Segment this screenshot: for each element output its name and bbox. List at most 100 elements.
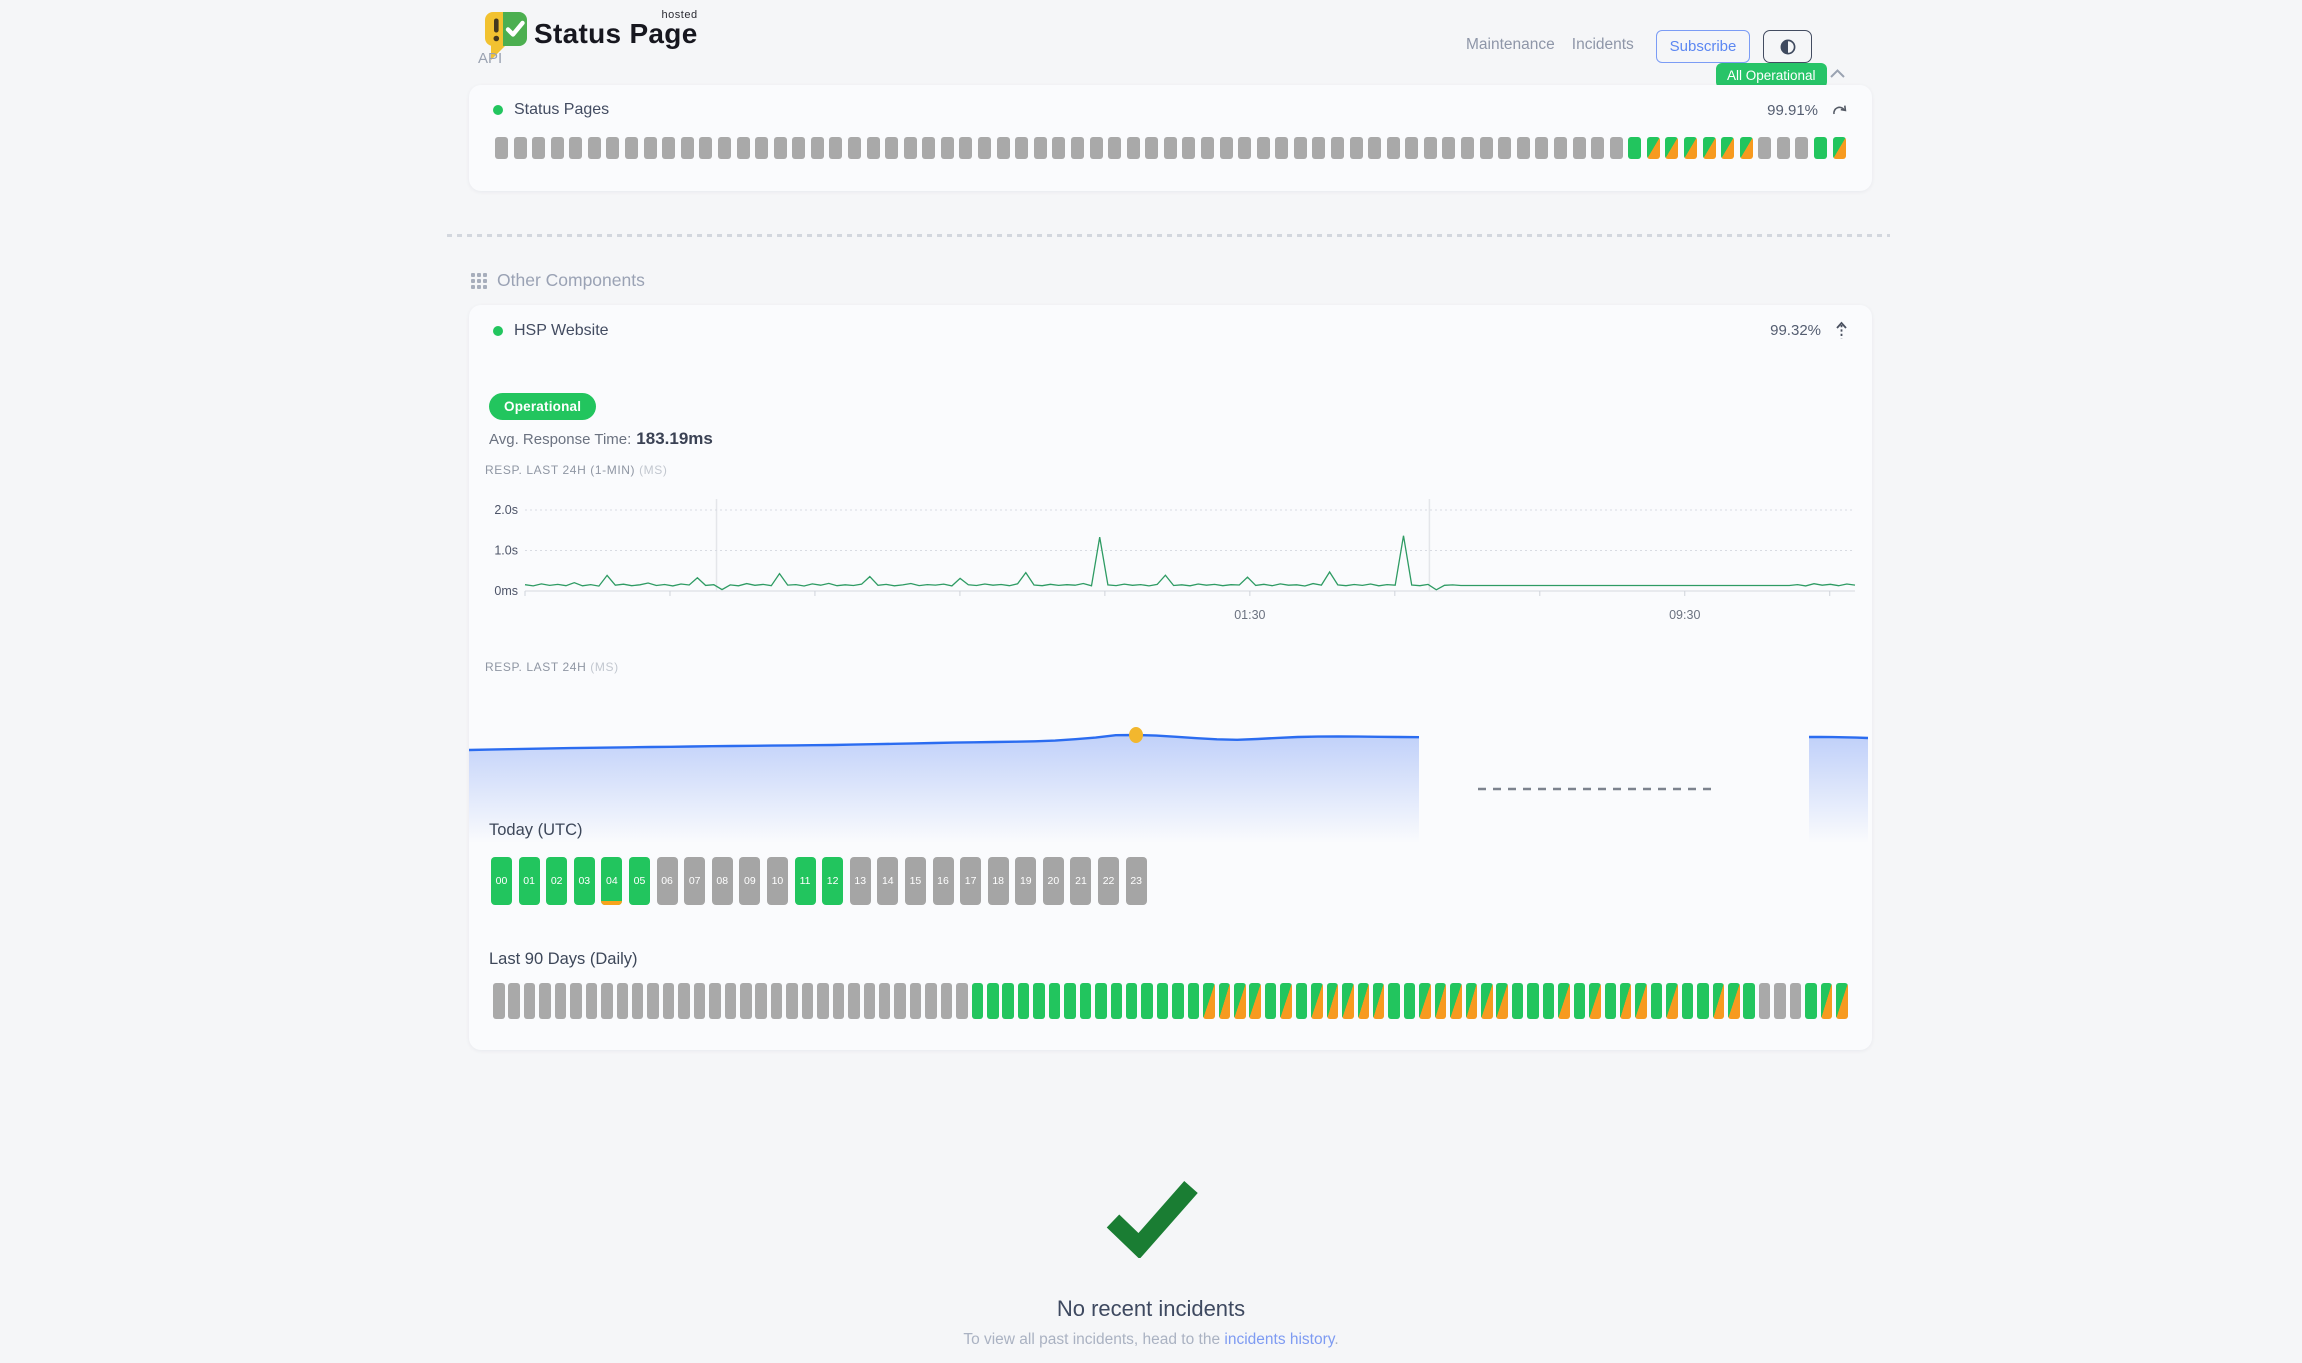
uptime-bar [1609,137,1623,159]
uptime-bar [1535,137,1549,159]
uptime-bar [1619,983,1632,1019]
api-section-title: API [478,50,503,67]
uptime-bar [1203,983,1215,1019]
uptime-bar [539,983,551,1019]
uptime-bar [1589,983,1601,1019]
uptime-percentage: 99.91% [1767,101,1818,119]
subscribe-button[interactable]: Subscribe [1656,30,1750,63]
uptime-bar [1234,983,1246,1019]
uptime-bar [866,137,880,159]
uptime-bar [1481,983,1493,1019]
incidents-history-link[interactable]: incidents history [1224,1331,1335,1348]
contrast-icon [1780,39,1795,54]
uptime-bar [1434,983,1447,1019]
uptime-bar [878,983,891,1019]
brand-logo[interactable]: Status Page hosted [483,9,698,60]
last90-title: Last 90 Days (Daily) [489,950,638,968]
uptime-bar [662,137,676,159]
api-status-card: Status Pages 99.91% [469,85,1872,191]
today-title: Today (UTC) [489,821,583,839]
uptime-bar [817,983,829,1019]
hour-box: 18 [987,857,1009,905]
uptime-bar [1368,137,1382,159]
uptime-bar [1516,137,1530,159]
status-bubble-logo-icon [485,12,527,60]
uptime-bar [1095,983,1107,1019]
uptime-bar [1558,983,1570,1019]
uptime-bar [1553,137,1567,159]
uptime-bar [662,983,675,1019]
uptime-bar [724,983,737,1019]
uptime-bar [1604,983,1616,1019]
uptime-bar [1108,137,1122,159]
hour-box: 01 [518,857,540,905]
uptime-bar [585,983,598,1019]
uptime-bar [1218,983,1231,1019]
uptime-bar [940,983,953,1019]
hour-box: 08 [711,857,733,905]
uptime-bar [606,137,620,159]
uptime-bar [1200,137,1214,159]
uptime-bar [1573,983,1586,1019]
uptime-bar [1450,983,1462,1019]
collapse-chevron[interactable] [1829,66,1846,84]
uptime-bar [1820,983,1833,1019]
hour-box: 19 [1015,857,1037,905]
nav-maintenance[interactable]: Maintenance [1466,36,1555,53]
theme-toggle-button[interactable] [1763,30,1812,63]
brand-superscript: hosted [661,9,698,21]
svg-text:0ms: 0ms [494,584,518,598]
uptime-bars [495,137,1846,159]
uptime-bar [625,137,639,159]
uptime-bar [1684,137,1697,159]
hour-box: 16 [932,857,954,905]
overall-status-badge[interactable]: All Operational [1716,63,1827,88]
uptime-bar [1295,983,1308,1019]
uptime-bar [523,983,536,1019]
uptime-bar [755,983,767,1019]
uptime-bar [1635,983,1647,1019]
uptime-bar [1702,137,1716,159]
no-incidents-subtitle: To view all past incidents, head to the … [963,1331,1339,1348]
uptime-bar [1238,137,1252,159]
uptime-bar [1498,137,1512,159]
component-name: HSP Website [514,321,609,339]
hsp-website-card: HSP Website 99.32% Operational Avg. Resp… [469,305,1872,1050]
uptime-bar [1712,983,1725,1019]
uptime-bar [550,137,564,159]
uptime-bar [693,983,706,1019]
uptime-bar [1776,137,1790,159]
last90-bars [493,983,1848,1019]
hour-box: 20 [1042,857,1064,905]
uptime-bar [1814,137,1828,159]
hour-box: 02 [546,857,568,905]
refresh-icon[interactable] [1832,104,1848,117]
uptime-bar [1089,137,1103,159]
uptime-bar [1357,983,1369,1019]
other-components-header: Other Components [470,270,645,291]
success-check [1096,1176,1208,1263]
uptime-bar [1442,137,1456,159]
uptime-bar [1789,983,1802,1019]
uptime-bar [1311,983,1323,1019]
uptime-bar [1033,137,1047,159]
response-time-24h-chart [469,727,1869,843]
nav-incidents[interactable]: Incidents [1571,36,1634,53]
operational-badge: Operational [489,393,597,420]
uptime-bar [885,137,899,159]
hour-box: 07 [684,857,706,905]
uptime-bar [1795,137,1809,159]
uptime-bar [1312,137,1326,159]
uptime-bar [922,137,936,159]
uptime-bar [1249,983,1261,1019]
uptime-bar [1110,983,1122,1019]
uptime-bar [570,983,582,1019]
avg-response-value: 183.19ms [636,429,713,448]
uptime-percentage: 99.32% [1770,322,1821,339]
arrow-up-icon[interactable] [1835,321,1848,340]
status-dot [493,325,503,336]
uptime-bar [956,983,968,1019]
uptime-bar [717,137,731,159]
uptime-bar [971,983,984,1019]
uptime-bar [1002,983,1014,1019]
